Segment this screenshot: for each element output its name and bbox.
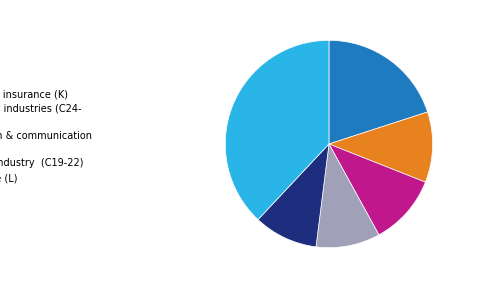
Wedge shape [329, 144, 425, 235]
Wedge shape [329, 40, 428, 144]
Wedge shape [329, 112, 433, 182]
Wedge shape [225, 40, 329, 219]
Wedge shape [258, 144, 329, 247]
Legend: Financial & insurance (K), Technology industries (C24-
  26, 28), Information & : Financial & insurance (K), Technology in… [0, 89, 92, 199]
Wedge shape [316, 144, 379, 248]
